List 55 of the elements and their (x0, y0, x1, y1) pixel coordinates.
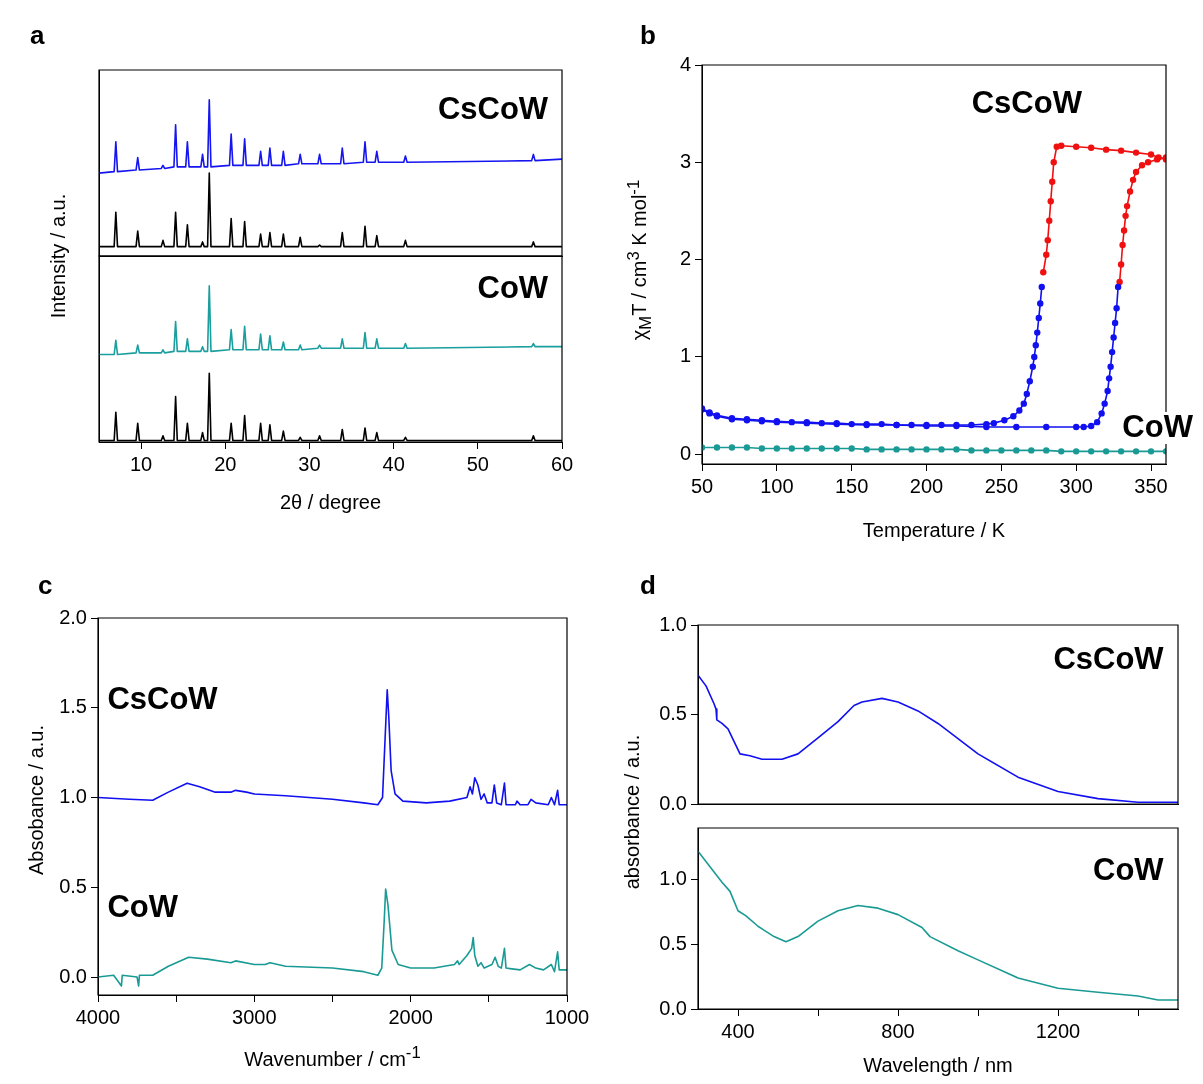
x-tick-label: 10 (129, 452, 153, 475)
chart-title: d (640, 570, 656, 601)
annotation: CsCoW (971, 85, 1083, 121)
x-tick-label: 100 (760, 474, 794, 497)
y-tick-label: 0.0 (659, 791, 687, 814)
annotation: CsCoW (107, 681, 219, 717)
y-tick-label: 1.0 (59, 785, 87, 808)
x-tick-label: 4000 (75, 1005, 121, 1028)
y-tick-label: 4 (679, 52, 691, 75)
y-tick-label: 1.5 (59, 695, 87, 718)
x-tick-label: 800 (881, 1019, 915, 1042)
annotation: CsCoW (1053, 641, 1165, 677)
x-axis-title: Wavelength / nm (863, 1053, 1013, 1077)
y-tick-label: 0.0 (659, 996, 687, 1019)
x-tick-label: 150 (834, 474, 869, 497)
annotation: CoW (1122, 408, 1194, 444)
x-axis-title: Temperature / K (862, 518, 1006, 542)
x-tick-label: 50 (690, 474, 714, 497)
x-axis-title: 2θ / degree (279, 490, 382, 514)
y-tick-label: 2.0 (59, 605, 87, 628)
chart-title: c (38, 570, 53, 601)
y-tick-label: 3 (679, 149, 691, 172)
y-tick-label: 0.5 (59, 874, 87, 897)
y-axis-title: Intensity / a.u. (46, 193, 70, 319)
chart-title: b (640, 20, 656, 51)
x-tick-label: 250 (984, 474, 1019, 497)
x-tick-label: 30 (298, 452, 321, 475)
y-tick-label: 0.5 (659, 931, 687, 954)
y-tick-label: 1 (679, 344, 691, 367)
y-tick-label: 1.0 (659, 612, 687, 635)
x-tick-label: 20 (214, 452, 237, 475)
y-axis-title: absorbance / a.u. (620, 734, 644, 890)
x-tick-label: 1000 (544, 1005, 590, 1028)
x-axis-title: Wavenumber / cm$^{-1}$ (244, 1043, 421, 1071)
x-tick-label: 2000 (388, 1005, 433, 1028)
y-tick-label: 2 (679, 247, 691, 270)
annotation: CoW (107, 888, 179, 924)
x-tick-label: 3000 (232, 1005, 277, 1028)
x-tick-label: 40 (382, 452, 405, 475)
y-tick-label: 0.0 (59, 964, 87, 987)
x-tick-label: 50 (466, 452, 489, 475)
y-axis-title: Absobance / a.u. (24, 724, 48, 876)
x-tick-label: 1200 (1035, 1019, 1081, 1042)
x-tick-label: 200 (909, 474, 944, 497)
x-tick-label: 400 (721, 1019, 755, 1042)
annotation: CsCoW (437, 91, 549, 127)
x-tick-label: 300 (1059, 474, 1093, 497)
x-tick-label: 60 (550, 452, 574, 475)
annotation: CoW (1093, 851, 1165, 887)
y-tick-label: 0.5 (659, 702, 687, 725)
y-tick-label: 0 (679, 441, 691, 464)
x-tick-label: 350 (1134, 474, 1168, 497)
annotation: CoW (477, 270, 549, 306)
chart-title: a (30, 20, 45, 51)
y-tick-label: 1.0 (659, 867, 687, 890)
